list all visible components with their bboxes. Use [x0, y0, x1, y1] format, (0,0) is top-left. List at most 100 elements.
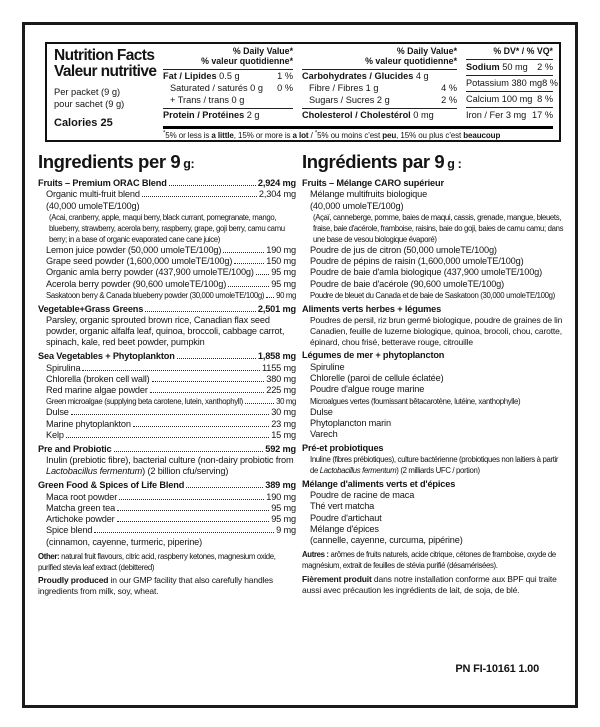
ingredients-column-en: Ingredients per 9 g: Fruits – Premium ORA…: [38, 151, 296, 597]
ingredient-row: Acerola berry powder (90,600 umoleTE/100…: [46, 278, 296, 289]
ingredients-title-unit: g:: [183, 157, 195, 171]
ingredient-row: Poudre d'algue rouge marine: [310, 384, 425, 395]
dv-header-line2: % valeur quotidienne*: [201, 55, 293, 66]
divider: [302, 108, 457, 110]
dot-leader: [113, 450, 264, 452]
ingredients-rows-fr: Fruits – Mélange CARO supérieur Mélange m…: [302, 178, 564, 596]
ingredient-row: Parsley, organic sprouted brown rice, Ca…: [46, 314, 285, 348]
ingredients-rows-en: Fruits – Premium ORAC Blend 2,924 mg Organ…: [38, 178, 296, 597]
ingredient-row: Autres : arômes de fruits naturels, acid…: [302, 550, 556, 571]
dv-header-line1: % Daily Value*: [232, 46, 293, 56]
ingredient-row: (Açaï, canneberge, pomme, baies de maqui…: [313, 212, 564, 244]
dot-leader: [149, 392, 265, 394]
label-outer-border: Nutrition Facts Valeur nutritive Per pac…: [22, 22, 578, 708]
ingredient-row: Pre and Probiotic 592 mg: [38, 443, 296, 454]
dot-leader: [65, 437, 270, 439]
ingredient-row: Chlorelle (paroi de cellule éclatée): [310, 372, 444, 383]
ingredient-row: Inulin (prebiotic fibre), bacterial cult…: [46, 455, 294, 477]
dot-leader: [117, 509, 270, 511]
serving-size-en: Per packet (9 g): [54, 87, 121, 97]
ingredient-row: Green microalgae (supplying beta caroten…: [46, 397, 296, 407]
ingredient-row: Dulse 30 mg: [46, 407, 296, 418]
ingredient-row: Aliments verts herbes + légumes: [302, 303, 442, 314]
serving-size: Per packet (9 g) pour sachet (9 g): [54, 87, 163, 110]
ingredient-row: Green Food & Spices of Life Blend 389 mg: [38, 480, 296, 491]
nutrient-grid: % Daily Value* % valeur quotidienne* Fat…: [163, 46, 558, 124]
ingredient-row: (40,000 umoleTE/100g): [46, 200, 140, 211]
ingredient-row: Spice blend 9 mg: [46, 525, 296, 536]
nutrition-facts-identity: Nutrition Facts Valeur nutritive Per pac…: [47, 44, 163, 140]
nutrition-facts-title-en: Nutrition Facts: [54, 47, 155, 64]
ingredient-row: Fruits – Premium ORAC Blend 2,924 mg: [38, 178, 296, 188]
dot-leader: [141, 196, 257, 198]
ingredient-row: Mélange d'épices: [310, 523, 379, 534]
nutrition-facts-title-fr: Valeur nutritive: [54, 63, 157, 80]
ingredient-row: Poudre de bleuet du Canada et de baie de…: [310, 291, 555, 301]
mineral-column: % DV* / % VQ* Sodium 50 mg 2 % Potassium 3…: [466, 46, 558, 124]
ingredients-title-text: Ingrédients par 9: [302, 151, 445, 172]
ingredient-row: Spiruline: [310, 361, 345, 372]
ingredients-title-en: Ingredients per 9 g:: [38, 151, 296, 175]
ingredient-row: Kelp 15 mg: [46, 430, 296, 441]
ingredient-row: Spirulina 1155 mg: [46, 362, 296, 373]
nutrient-row: Carbohydrates / Glucides 4 g: [302, 70, 429, 81]
ingredient-row: Phytoplancton marin: [310, 417, 391, 428]
ingredient-row: Dulse: [310, 406, 333, 417]
ingredient-row: Chlorella (broken cell wall) 380 mg: [46, 373, 296, 384]
dot-leader: [116, 521, 270, 523]
nutrient-row: Protein / Protéines 2 g: [163, 110, 260, 121]
ingredient-row: Grape seed powder (1,600,000 umoleTE/100…: [46, 256, 296, 267]
dot-leader: [234, 263, 265, 265]
dot-leader: [94, 532, 275, 534]
nutrient-row: + Trans / trans 0 g: [170, 95, 245, 105]
nutrient-row: Potassium 380 mg 8 %: [466, 77, 558, 88]
ingredient-row: Lemon juice powder (50,000 umoleTE/100g)…: [46, 244, 296, 255]
ingredient-row: Marine phytoplankton 23 mg: [46, 418, 296, 429]
dot-leader: [70, 414, 270, 416]
ingredient-row: Maca root powder 190 mg: [46, 491, 296, 502]
nutrient-row: Cholesterol / Cholestérol 0 mg: [302, 110, 434, 121]
ingredient-row: Matcha green tea 95 mg: [46, 502, 296, 513]
ingredient-row: (Acai, cranberry, apple, maqui berry, bl…: [49, 212, 285, 244]
dot-leader: [223, 251, 265, 253]
divider: [163, 108, 293, 110]
ingredient-row: Proudly produced in our GMP facility tha…: [38, 575, 273, 597]
ingredients-title-text: Ingredients per 9: [38, 151, 181, 172]
ingredient-row: Sea Vegetables + Phytoplankton 1,858 mg: [38, 351, 296, 362]
ingredient-row: Poudre de baie d'amla biologique (437,90…: [310, 267, 543, 278]
ingredient-row: Other: natural fruit flavours, citric ac…: [38, 551, 276, 572]
serving-size-fr: pour sachet (9 g): [54, 98, 125, 109]
ingredient-row: Poudres de persil, riz brun germé biolog…: [310, 314, 563, 347]
nutrition-facts-columns: % Daily Value* % valeur quotidienne* Fat…: [163, 44, 559, 140]
dot-leader: [228, 285, 270, 287]
ingredient-row: Saskatoon berry & Canada blueberry powde…: [46, 291, 296, 301]
ingredient-row: Fruits – Mélange CARO supérieur: [302, 178, 444, 188]
fat-protein-column: % Daily Value* % valeur quotidienne* Fat…: [163, 46, 293, 124]
ingredient-row: Microalgues vertes (fournissant bêtacaro…: [310, 396, 521, 406]
dot-leader: [119, 498, 265, 500]
ingredient-row: Inuline (fibres prébiotiques), culture b…: [310, 455, 559, 476]
nutrient-row: Calcium 100 mg 8 %: [466, 94, 553, 105]
dot-leader: [255, 274, 270, 276]
ingredient-row: Red marine algae powder 225 mg: [46, 385, 296, 396]
ingredient-row: Varech: [310, 429, 338, 440]
dv-short-header: % DV* / % VQ*: [466, 46, 553, 60]
daily-value-header: % Daily Value* % valeur quotidienne*: [302, 46, 457, 70]
dot-leader: [132, 425, 270, 427]
divider: [466, 74, 553, 76]
ingredient-row: Vegetable+Grass Greens 2,501 mg: [38, 303, 296, 314]
carb-cholesterol-column: % Daily Value* % valeur quotidienne* Car…: [302, 46, 457, 124]
ingredient-row: Légumes de mer + phytoplancton: [302, 350, 445, 361]
daily-value-header: % Daily Value* % valeur quotidienne*: [163, 46, 293, 70]
ingredient-row: Fièrement produit dans notre installatio…: [302, 573, 557, 595]
nutrient-row: Iron / Fer 3 mg 17 %: [466, 110, 553, 121]
carb-cholesterol-rows: Carbohydrates / Glucides 4 g Fibre / Fibr…: [302, 71, 457, 122]
ingredient-row: (40,000 umoleTE/100g): [310, 200, 404, 211]
dot-leader: [266, 297, 275, 299]
ingredient-row: Poudre de jus de citron (50,000 umoleTE/…: [310, 244, 497, 255]
